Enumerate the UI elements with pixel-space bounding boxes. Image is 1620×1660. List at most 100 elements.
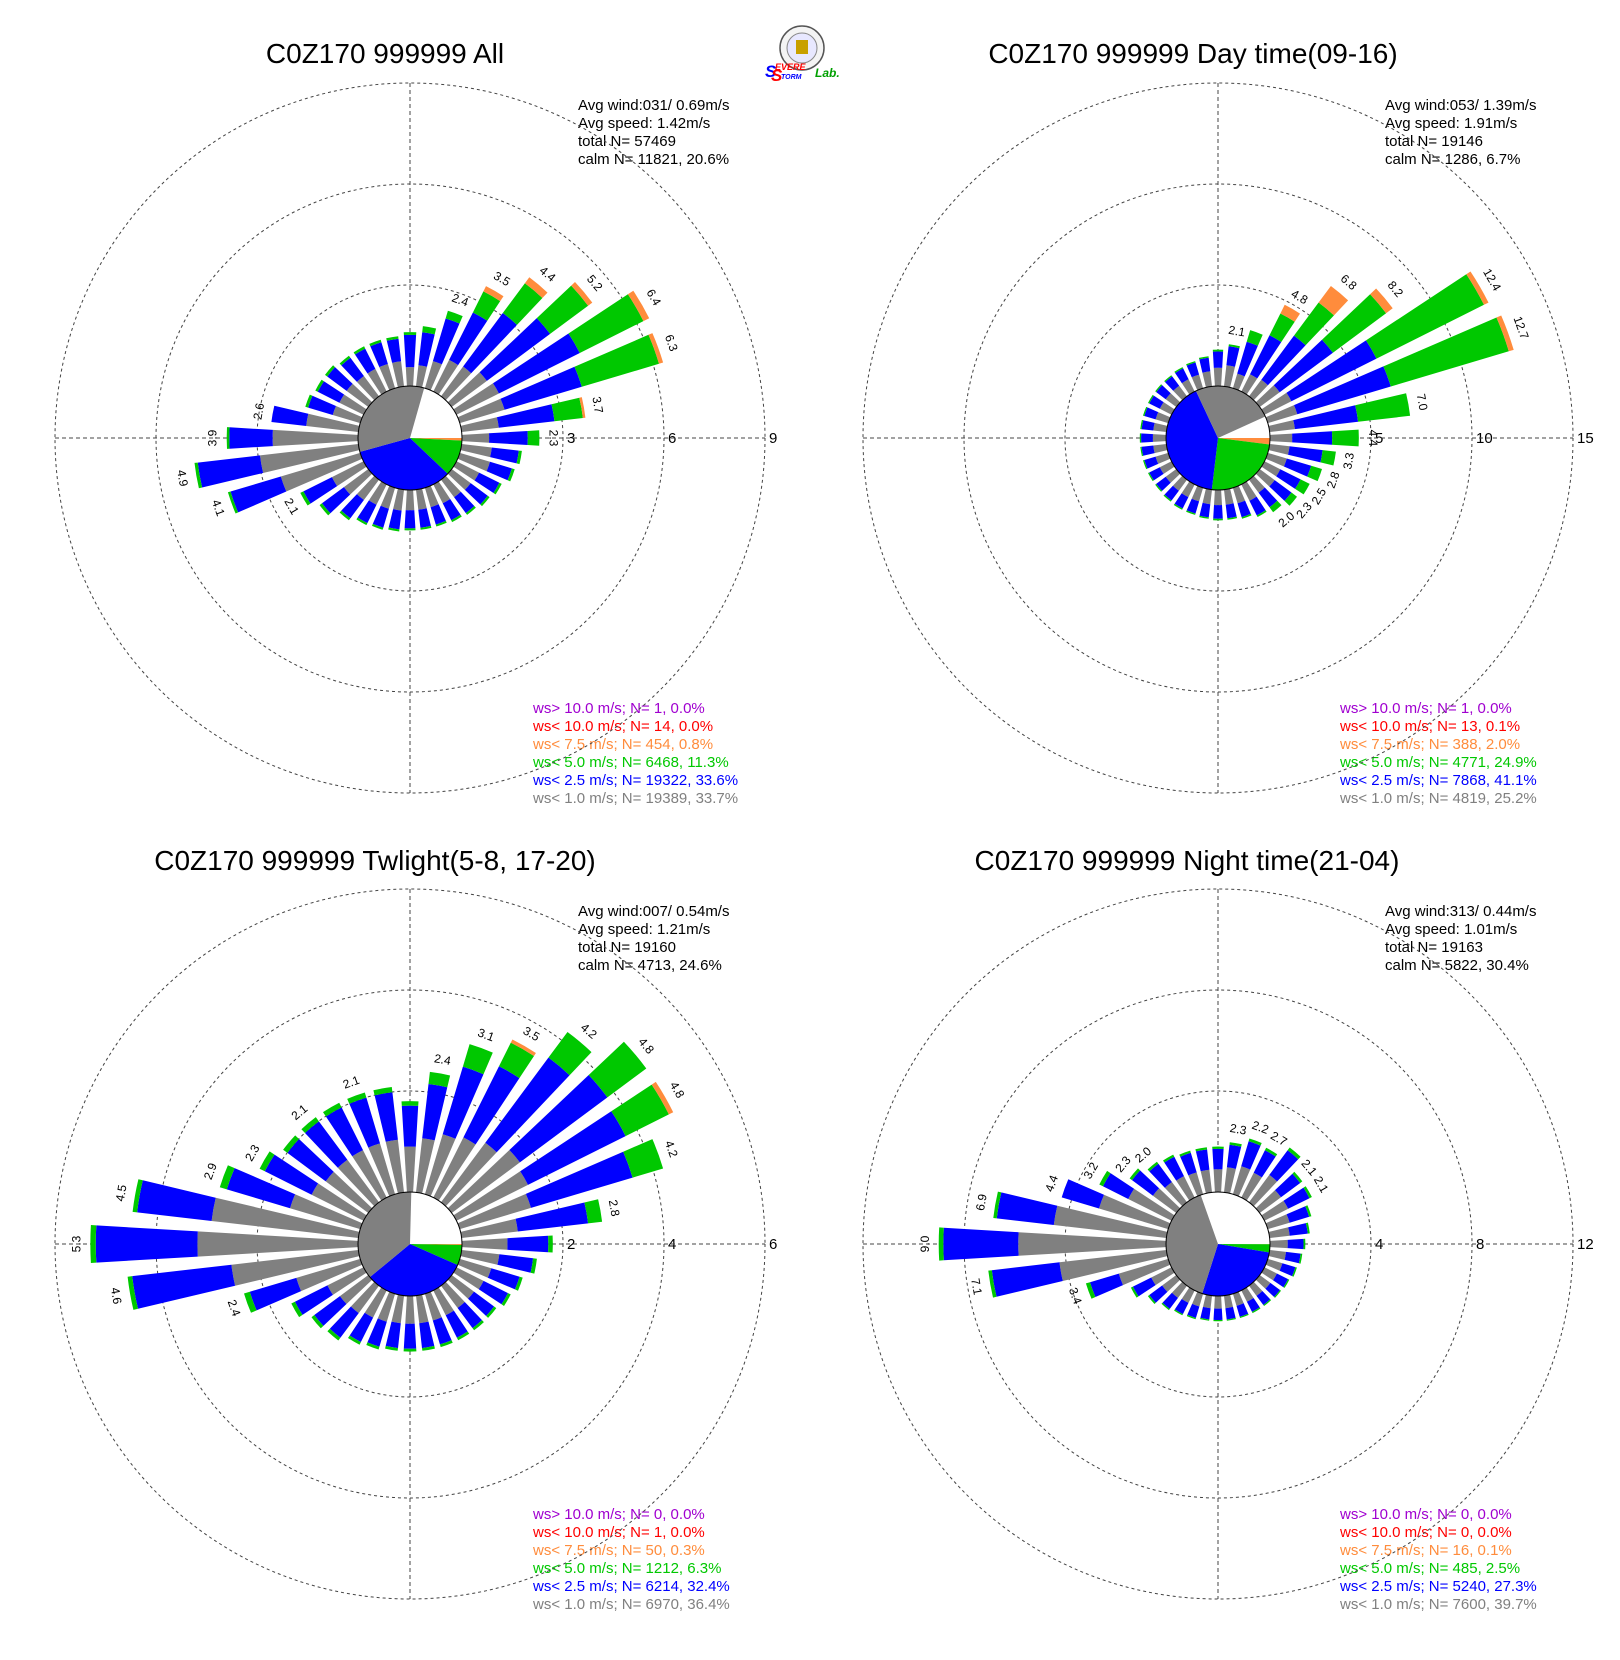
rose-bar-segment: [1226, 346, 1240, 367]
rose-bar-segment: [197, 455, 264, 488]
rose-bar-segment: [1164, 485, 1179, 501]
bar-value-label: 7.1: [968, 1277, 985, 1296]
rose-bar-segment: [1156, 476, 1171, 491]
rose-bar-segment: [1256, 510, 1267, 517]
rose-bar-segment: [1370, 288, 1393, 314]
rose-bar-segment: [1496, 315, 1514, 352]
rose-bar-segment: [1246, 1298, 1260, 1312]
rose-bar-segment: [1283, 458, 1312, 477]
rose-bar-segment: [1241, 374, 1258, 395]
bar-value-label: 2.2: [1250, 1118, 1271, 1137]
calm-pie-slice: [410, 1244, 463, 1245]
rose-bar-segment: [1232, 485, 1246, 504]
logo-letter-s2: S: [771, 66, 783, 85]
rose-bar-segment: [536, 285, 589, 334]
rose-bar-segment: [393, 488, 404, 511]
rose-bar-segment: [1241, 481, 1257, 501]
rose-bar-segment: [1252, 1307, 1261, 1314]
rose-bar-segment: [453, 1267, 484, 1290]
rose-bar-segment: [339, 394, 367, 415]
legend-entry: ws< 1.0 m/s; N= 6970, 36.4%: [532, 1596, 730, 1613]
logo-letter-s1: S: [765, 62, 777, 81]
bar-value-label: 2.7: [1268, 1128, 1290, 1149]
rose-bar-segment: [311, 1315, 324, 1329]
rose-bar-segment: [461, 433, 490, 443]
rose-bar-segment: [501, 1293, 511, 1306]
rose-bar-segment: [453, 1171, 528, 1221]
rose-bar-segment: [454, 491, 475, 514]
bar-value-label: 3.9: [206, 429, 220, 446]
rose-bar-segment: [291, 1301, 303, 1318]
rose-bar-segment: [457, 398, 505, 424]
windrose-panel-all: C0Z170 999999 All Avg wind:031/ 0.69m/s …: [54, 38, 777, 807]
rose-bar-segment: [403, 1323, 417, 1349]
rose-bar-segment: [341, 357, 364, 382]
rose-bar-segment: [1225, 1306, 1236, 1320]
rose-bar-segment: [1161, 1302, 1170, 1311]
rose-bar-segment: [1200, 1306, 1211, 1320]
rose-bar-segment: [991, 1262, 1063, 1297]
rose-bar-segment: [1303, 1186, 1312, 1199]
rose-bar-segment: [1141, 445, 1155, 456]
rose-bar-segment: [1255, 1190, 1281, 1213]
rose-bar-segment: [1213, 1308, 1223, 1321]
rose-bar-segment: [1229, 1142, 1242, 1147]
calm-pie-slice: [358, 386, 425, 452]
rose-bar-segment: [260, 444, 360, 473]
rose-bar-segment: [1286, 340, 1377, 402]
rose-bar-segment: [1288, 1223, 1308, 1236]
rose-bar-segment: [465, 506, 476, 515]
rose-bar-segment: [1241, 1141, 1261, 1170]
calm-pie-slice: [369, 1244, 458, 1297]
rose-bar-segment: [377, 1291, 396, 1322]
rose-bar-segment: [1174, 493, 1189, 509]
rose-bar-segment: [1261, 461, 1281, 477]
rose-bar-segment: [447, 1275, 474, 1299]
rose-bar-segment: [1269, 500, 1282, 513]
rose-bar-segment: [314, 1296, 347, 1326]
rose-bar-segment: [1176, 1176, 1195, 1201]
rose-bar-segment: [1268, 444, 1290, 455]
rose-bar-segment: [219, 1165, 235, 1190]
rose-bar-segment: [1224, 365, 1235, 388]
rose-bar-segment: [323, 1102, 342, 1117]
rose-bar-segment: [301, 1117, 319, 1133]
rose-bar-segment: [1212, 1148, 1224, 1170]
rose-bar-segment: [1322, 294, 1387, 353]
rose-bar-segment: [1288, 446, 1323, 463]
rose-bar-segment: [445, 310, 463, 324]
rose-bar-segment: [447, 1150, 520, 1213]
rose-bar-segment: [424, 361, 442, 391]
rose-bar-segment: [349, 1097, 380, 1148]
panel-title: C0Z170 999999 Day time(09-16): [988, 38, 1397, 69]
rose-bar-segment: [1264, 1147, 1278, 1157]
bar-value-label: 5.3: [69, 1235, 83, 1252]
rose-bar-segment: [264, 1154, 319, 1195]
rose-bar-segment: [296, 1258, 363, 1292]
legend: ws> 10.0 m/s; N= 1, 0.0% ws< 10.0 m/s; N…: [1339, 700, 1537, 807]
rose-bar-segment: [1250, 335, 1282, 379]
rose-bar-segment: [433, 359, 459, 395]
rose-bar-segment: [325, 1171, 373, 1213]
rose-bar-segment: [497, 1254, 534, 1273]
rose-bar-segment: [483, 286, 504, 302]
rose-bar-segment: [1165, 469, 1181, 483]
rose-bar-segment: [1241, 1287, 1254, 1302]
rose-bar-segment: [226, 1168, 296, 1209]
rose-bar-segment: [435, 520, 447, 527]
rose-bar-segment: [432, 1317, 452, 1345]
rose-bar-segment: [1255, 469, 1275, 487]
rose-bar-segment: [1280, 304, 1300, 322]
rose-bar-segment: [418, 508, 431, 528]
rose-bar-segment: [1174, 1299, 1189, 1315]
rose-bar-segment: [1139, 433, 1142, 443]
rose-bar-segment: [1147, 1161, 1159, 1172]
rose-bar-segment: [1198, 356, 1209, 360]
rose-bar-segment: [1187, 1303, 1200, 1318]
calm-pie-outline: [1165, 385, 1271, 491]
rose-bar-segment: [1173, 385, 1187, 401]
bar-value-label: 4.9: [174, 469, 191, 488]
rose-bar-segment: [379, 364, 396, 391]
rose-bar-segment: [404, 528, 416, 531]
rose-bar-segment: [1149, 467, 1164, 481]
